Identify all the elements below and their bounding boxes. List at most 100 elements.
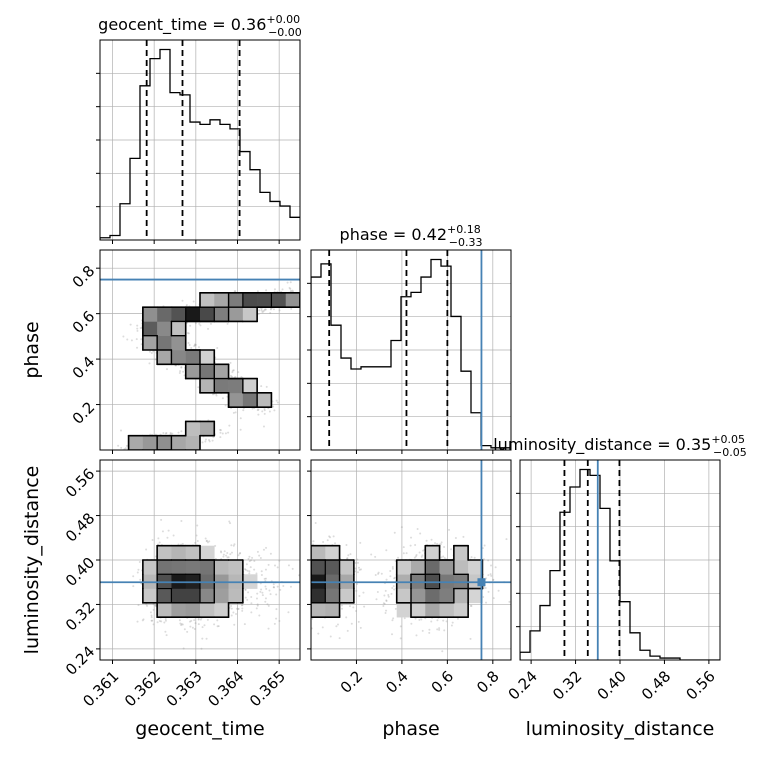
sample-point (309, 586, 311, 588)
sample-point (307, 572, 309, 574)
ytick-label-phase: 0.6 (69, 307, 99, 337)
density-cell (242, 292, 258, 308)
sample-point (169, 431, 172, 434)
density-cell (285, 292, 300, 308)
sample-point (234, 290, 237, 293)
sample-point (268, 589, 271, 592)
sample-point (443, 545, 446, 548)
sample-point (215, 394, 218, 397)
density-cell (311, 602, 326, 618)
sample-point (197, 346, 200, 349)
sample-point (350, 622, 353, 625)
density-cell (171, 321, 187, 337)
density-cell (425, 602, 440, 618)
sample-point (273, 622, 276, 625)
sample-point (387, 595, 390, 598)
sample-point (157, 537, 160, 540)
sample-point (235, 607, 238, 610)
sample-point (233, 623, 236, 626)
sample-point (421, 629, 424, 632)
density-cell (396, 560, 412, 575)
sample-point (136, 571, 139, 574)
sample-point (445, 620, 448, 623)
sample-point (139, 578, 142, 581)
sample-point (263, 412, 266, 415)
title-main: luminosity_distance = 0.35 (493, 435, 711, 455)
density-cell (425, 545, 440, 561)
density-cell (171, 602, 187, 618)
sample-point (334, 542, 337, 545)
sample-point (164, 630, 167, 633)
sample-point (355, 589, 358, 592)
sample-point (206, 618, 209, 621)
sample-point (231, 371, 234, 374)
sample-point (199, 324, 202, 327)
density-cell (411, 602, 426, 618)
density-cell (200, 560, 215, 575)
xtick-label-geocent_time: 0.365 (246, 667, 289, 710)
sample-point (436, 628, 439, 631)
sample-point (482, 585, 485, 588)
density-cell (325, 602, 340, 618)
sample-point (164, 619, 167, 622)
density-cell (200, 602, 215, 618)
sample-point (193, 619, 196, 622)
sample-point (399, 625, 402, 628)
sample-point (150, 614, 153, 617)
sample-point (245, 563, 248, 566)
sample-point (306, 569, 308, 571)
sample-point (265, 289, 268, 292)
sample-point (391, 619, 394, 622)
sample-point (216, 346, 219, 349)
sample-point (393, 576, 396, 579)
sample-point (197, 623, 200, 626)
sample-point (248, 572, 251, 575)
sample-point (363, 605, 366, 608)
sample-point (244, 568, 247, 571)
sample-point (389, 575, 392, 578)
sample-point (305, 609, 307, 611)
sample-point (307, 583, 309, 585)
sample-point (231, 369, 234, 372)
density-cell (142, 307, 158, 322)
sample-point (329, 635, 332, 638)
sample-point (237, 607, 240, 610)
sample-point (442, 619, 445, 622)
sample-point (375, 598, 378, 601)
sample-point (487, 590, 490, 593)
sample-point (305, 562, 307, 564)
sample-point (307, 582, 309, 584)
sample-point (332, 535, 335, 538)
sample-point (382, 605, 385, 608)
sample-point (345, 616, 348, 619)
ytick-label-luminosity_distance: 0.32 (62, 598, 98, 634)
sample-point (443, 556, 446, 559)
scatter-panel-geocent_time-phase (100, 250, 300, 450)
sample-point (204, 537, 207, 540)
sample-point (201, 441, 204, 444)
sample-point (201, 626, 204, 629)
sample-point (214, 544, 217, 547)
sample-point (269, 593, 272, 596)
xaxis-label-luminosity_distance: luminosity_distance (526, 718, 715, 740)
density-cell (311, 560, 326, 575)
sample-point (239, 552, 242, 555)
sample-point (247, 557, 250, 560)
sample-point (258, 554, 261, 557)
sample-point (280, 597, 282, 599)
sample-point (230, 607, 233, 610)
title-main: geocent_time = 0.36 (98, 15, 266, 35)
sample-point (359, 626, 362, 629)
sample-point (160, 620, 163, 623)
sample-point (165, 368, 168, 371)
title-geocent_time: geocent_time = 0.36+0.00 −0.00 (98, 13, 302, 39)
sample-point (410, 622, 413, 625)
density-cell (200, 307, 215, 322)
sample-point (205, 540, 208, 543)
sample-point (354, 561, 357, 564)
sample-point (257, 413, 260, 416)
sample-point (292, 290, 295, 293)
sample-point (294, 557, 296, 559)
sample-point (490, 574, 493, 577)
sample-point (178, 619, 181, 622)
